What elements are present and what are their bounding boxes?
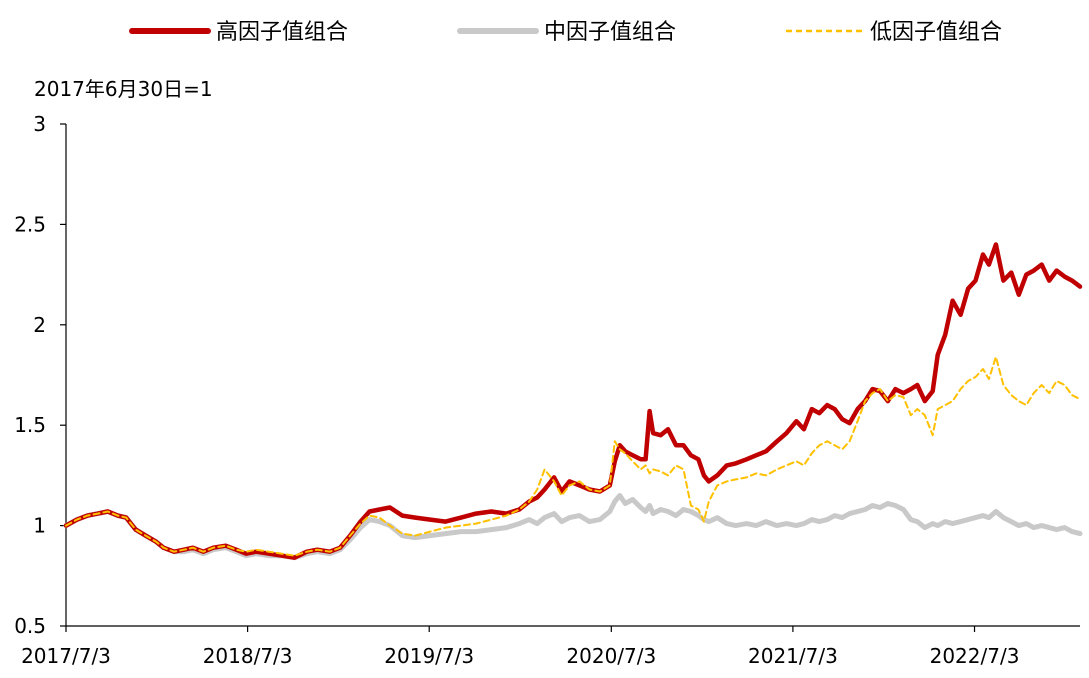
y-tick-label: 3 xyxy=(33,112,46,136)
legend-label-2: 低因子值组合 xyxy=(870,20,1002,45)
y-tick-label: 2 xyxy=(33,313,46,337)
series-line-0 xyxy=(63,242,1083,560)
x-tick-label: 2022/7/3 xyxy=(930,644,1020,668)
unit-note: 2017年6月30日=1 xyxy=(34,77,213,101)
y-tick-label: 1.5 xyxy=(14,413,46,437)
legend: 高因子值组合 中因子值组合 低因子值组合 xyxy=(129,20,1002,45)
x-tick-label: 2018/7/3 xyxy=(203,644,293,668)
axes: 0.5 1 1.5 2 2.5 3 2017/7/3 2018/7/3 2019/7/3 2020… xyxy=(14,112,1080,668)
y-tick-label: 0.5 xyxy=(14,614,46,638)
legend-label-0: 高因子值组合 xyxy=(216,20,348,45)
y-tick-label: 2.5 xyxy=(14,212,46,236)
series-layer xyxy=(63,242,1083,561)
legend-label-1: 中因子值组合 xyxy=(544,20,676,45)
x-tick-label: 2020/7/3 xyxy=(566,644,656,668)
x-tick-label: 2017/7/3 xyxy=(21,644,111,668)
series-line-2 xyxy=(65,355,1081,557)
y-tick-label: 1 xyxy=(33,514,46,538)
x-tick-label: 2021/7/3 xyxy=(748,644,838,668)
x-tick-label: 2019/7/3 xyxy=(384,644,474,668)
